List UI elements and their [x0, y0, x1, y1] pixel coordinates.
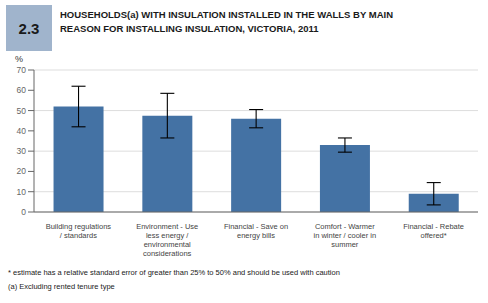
- svg-text:50: 50: [17, 106, 27, 116]
- html-text:HOUSEHOLDS(a) WITH INSULATION: HOUSEHOLDS(a) WITH INSULATION INSTALLED …: [60, 9, 393, 20]
- svg-text:Building regulations/ standard: Building regulations/ standards: [46, 222, 112, 240]
- svg-text:Comfort - Warmerin winter / co: Comfort - Warmerin winter / cooler insum…: [314, 222, 377, 249]
- svg-text:60: 60: [17, 85, 27, 95]
- svg-text:20: 20: [17, 166, 27, 176]
- html-text:REASON FOR INSTALLING INSULATI: REASON FOR INSTALLING INSULATION, VICTOR…: [60, 23, 319, 34]
- svg-text:10: 10: [17, 187, 27, 197]
- html-text:(a) Excluding rented tenure ty: (a) Excluding rented tenure type: [8, 282, 115, 291]
- svg-text:Environment - Useless energy /: Environment - Useless energy /environmen…: [136, 222, 198, 258]
- svg-text:%: %: [15, 54, 23, 64]
- svg-text:0: 0: [21, 207, 26, 217]
- svg-text:Financial - Save onenergy bill: Financial - Save onenergy bills: [224, 222, 288, 240]
- svg-text:40: 40: [17, 126, 27, 136]
- svg-text:Financial - Rebateoffered*: Financial - Rebateoffered*: [403, 222, 464, 240]
- html-text:2.3: 2.3: [18, 19, 40, 37]
- html-text:* estimate has a relative stan: * estimate has a relative standard error…: [8, 268, 340, 277]
- svg-text:30: 30: [17, 146, 27, 156]
- svg-text:70: 70: [17, 65, 27, 75]
